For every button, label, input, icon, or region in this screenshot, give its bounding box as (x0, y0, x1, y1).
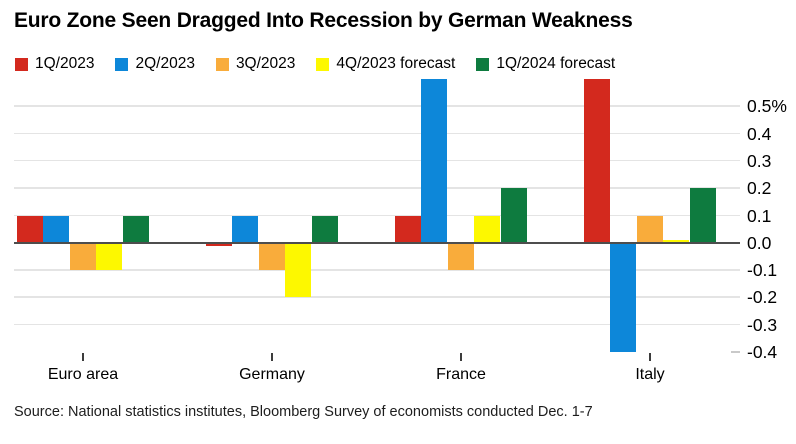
axis-end-tick (731, 351, 740, 353)
legend-item-2q-2023: 2Q/2023 (115, 55, 195, 73)
x-axis-tick (649, 353, 651, 361)
x-axis-tick (82, 353, 84, 361)
y-axis-tick-label: -0.1 (747, 260, 778, 281)
y-axis-tick-label: -0.4 (747, 342, 778, 362)
y-axis-tick-label: 0.4 (747, 123, 772, 144)
bar-euro-area-1q-2024-forecast (122, 215, 149, 243)
zero-baseline (14, 241, 740, 244)
bar-france-3q-2023 (447, 242, 474, 271)
x-axis-tick (460, 353, 462, 361)
gridline (14, 214, 740, 216)
legend-label: 3Q/2023 (235, 55, 296, 72)
y-axis-tick-label: 0.1 (747, 205, 772, 226)
x-axis-category-italy: Italy (635, 366, 665, 383)
bar-germany-3q-2023 (258, 242, 285, 271)
gridline (14, 269, 740, 271)
bar-germany-4q-2023-forecast (285, 242, 312, 298)
legend-swatch-icon (115, 57, 129, 71)
legend-label: 2Q/2023 (135, 55, 195, 72)
legend-swatch-icon (15, 57, 28, 71)
bar-germany-1q-2023 (205, 242, 232, 246)
legend-label: 1Q/2023 (35, 55, 95, 72)
chart-title: Euro Zone Seen Dragged Into Recession by… (14, 9, 633, 32)
bar-italy-4q-2023-forecast (663, 240, 690, 243)
plot-area (14, 79, 740, 353)
y-axis-tick-label: 0.0 (747, 232, 772, 253)
legend-label: 1Q/2024 forecast (496, 55, 616, 72)
bar-france-4q-2023-forecast (474, 215, 501, 243)
source-note: Source: National statistics institutes, … (14, 404, 593, 420)
legend-swatch-icon (476, 57, 490, 71)
gridline (14, 187, 740, 189)
chart-legend: 1Q/2023 2Q/2023 3Q/2023 4Q/2023 forecast 1Q/… (15, 55, 615, 73)
gridline (14, 296, 740, 298)
bar-euro-area-4q-2023-forecast (96, 242, 123, 271)
gridline (14, 159, 740, 162)
bar-italy-2q-2023 (610, 242, 637, 352)
y-axis-tick-label: 0.3 (747, 150, 772, 171)
bar-italy-1q-2024-forecast (689, 188, 716, 243)
legend-item-3q-2023: 3Q/2023 (215, 55, 296, 73)
legend-swatch-icon (316, 57, 330, 71)
legend-label: 4Q/2023 forecast (336, 55, 456, 72)
bar-france-1q-2023 (394, 215, 421, 243)
bar-germany-2q-2023 (232, 215, 259, 243)
bar-euro-area-3q-2023 (69, 242, 96, 271)
bar-france-1q-2024-forecast (500, 188, 527, 243)
gridline (14, 132, 740, 135)
y-axis-tick-label: -0.2 (747, 287, 778, 308)
bar-germany-1q-2024-forecast (311, 215, 338, 243)
gridline (14, 323, 740, 326)
y-axis-tick-label: 0.2 (747, 178, 772, 199)
x-axis-tick (271, 353, 273, 361)
x-axis-category-euro-area: Euro area (47, 366, 119, 383)
legend-item-4q-2023-forecast: 4Q/2023 forecast (316, 55, 455, 73)
bar-italy-1q-2023 (583, 79, 610, 243)
bar-italy-3q-2023 (636, 215, 663, 243)
legend-swatch-icon (215, 57, 229, 71)
x-axis-category-france: France (436, 366, 486, 383)
y-axis-tick-label: 0.5% (747, 96, 787, 117)
x-axis-category-germany: Germany (239, 366, 305, 383)
gridline (14, 105, 740, 107)
y-axis-tick-label: -0.3 (747, 314, 778, 335)
bar-france-2q-2023 (421, 79, 448, 243)
bar-euro-area-2q-2023 (43, 215, 70, 243)
legend-item-1q-2023: 1Q/2023 (15, 55, 94, 73)
bar-euro-area-1q-2023 (16, 215, 43, 243)
legend-item-1q-2024-forecast: 1Q/2024 forecast (476, 55, 615, 73)
